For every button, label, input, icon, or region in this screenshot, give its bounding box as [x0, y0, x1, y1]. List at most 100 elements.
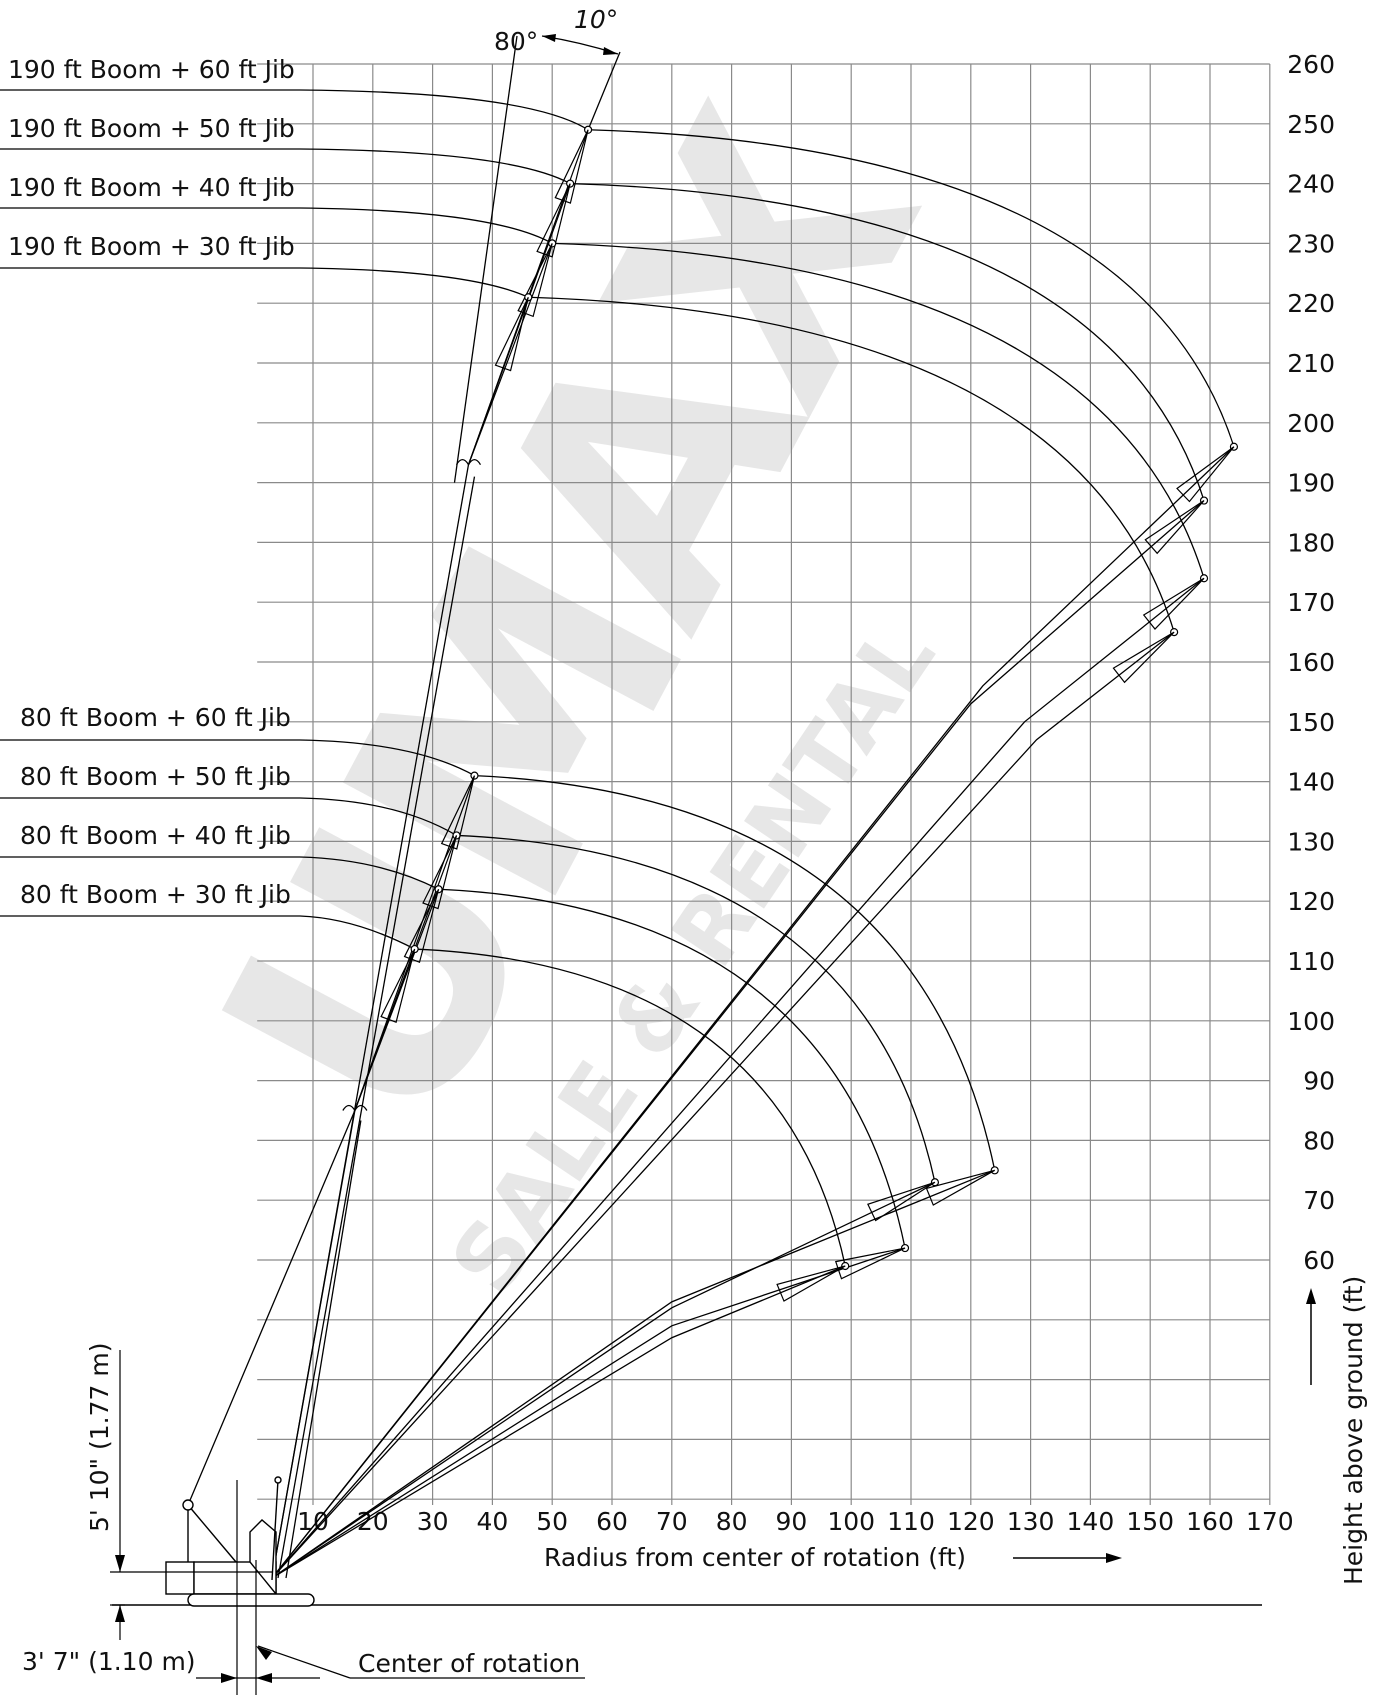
boom-190-upright-lower [277, 476, 476, 1579]
angle-annotation: 80° 10° [494, 5, 618, 56]
x-tick-150: 150 [1126, 1507, 1174, 1536]
dim-arrow-up [115, 1555, 125, 1572]
jib-lines [354, 125, 1239, 1302]
y-tick-80: 80 [1303, 1126, 1335, 1155]
mast-post [271, 1479, 279, 1581]
lowered-boom-4 [271, 1169, 995, 1579]
leader-3 [0, 267, 529, 298]
x-tick-120: 120 [947, 1507, 995, 1536]
center-of-rotation-label: Center of rotation [358, 1649, 580, 1678]
y-tick-110: 110 [1287, 947, 1335, 976]
leader-2 [0, 207, 553, 244]
leader-1 [0, 148, 571, 185]
lowered-boom-5 [271, 1181, 936, 1579]
lowered-jib-3 [1112, 631, 1175, 684]
a-frame-sheave [182, 1499, 194, 1511]
y-tick-210: 210 [1287, 349, 1335, 378]
y-tick-230: 230 [1287, 229, 1335, 258]
y-tick-140: 140 [1287, 768, 1335, 797]
y-tick-60: 60 [1303, 1246, 1335, 1275]
upright-jib-tri-2 [517, 243, 553, 318]
x-tick-130: 130 [1007, 1507, 1055, 1536]
boom-80-upright-lower [285, 1120, 362, 1579]
angle-ref-80 [453, 35, 518, 483]
x-tick-170: 170 [1246, 1507, 1294, 1536]
arc-1 [570, 182, 1205, 501]
dim-height-label: 5' 10" (1.77 m) [85, 1343, 114, 1532]
dim-offset-label: 3' 7" (1.10 m) [22, 1647, 196, 1676]
leader-7 [0, 915, 415, 950]
leader-0 [0, 89, 589, 131]
y-tick-220: 220 [1287, 289, 1335, 318]
lowered-jib-2 [1142, 577, 1205, 630]
arc-2 [552, 242, 1205, 579]
y-tick-160: 160 [1287, 648, 1335, 677]
label-190-30: 190 ft Boom + 30 ft Jib [8, 232, 295, 261]
upright-jib-tri-4 [440, 775, 476, 850]
upright-jib-tri-1 [536, 183, 571, 258]
y-tick-240: 240 [1287, 170, 1335, 199]
upright-jib-7 [354, 948, 416, 1111]
x-tick-100: 100 [827, 1507, 875, 1536]
a-frame-brace [187, 1504, 237, 1563]
x-tick-140: 140 [1067, 1507, 1115, 1536]
arc-0 [588, 129, 1235, 447]
grid [257, 63, 1271, 1505]
leader-6 [0, 856, 439, 890]
y-tick-100: 100 [1287, 1007, 1335, 1036]
x-tick-70: 70 [656, 1507, 688, 1536]
y-tick-180: 180 [1287, 528, 1335, 557]
dim-arrow-center [256, 1646, 272, 1660]
lowered-boom-7 [271, 1265, 846, 1579]
x-tick-60: 60 [596, 1507, 628, 1536]
lowered-jib-7 [776, 1265, 846, 1302]
label-190-50: 190 ft Boom + 50 ft Jib [8, 114, 295, 143]
label-80-60: 80 ft Boom + 60 ft Jib [20, 703, 291, 732]
cab [249, 1519, 277, 1596]
lowered-jib-1 [1144, 500, 1205, 555]
boom-80-upright [271, 1110, 356, 1579]
y-tick-200: 200 [1287, 409, 1335, 438]
mast-sheave [274, 1476, 282, 1484]
lowered-jib-0 [1176, 446, 1235, 503]
y-axis-arrow [1306, 1288, 1316, 1385]
counterweight [165, 1561, 195, 1595]
angle-80-label: 80° [494, 27, 538, 56]
lowered-boom-2 [271, 577, 1205, 1579]
lowered-jib-4 [925, 1169, 996, 1206]
x-tick-30: 30 [417, 1507, 449, 1536]
x-tick-50: 50 [536, 1507, 568, 1536]
y-tick-120: 120 [1287, 887, 1335, 916]
angle-ref-10 [587, 51, 621, 131]
y-tick-190: 190 [1287, 469, 1335, 498]
x-tick-90: 90 [775, 1507, 807, 1536]
lowered-boom-1 [271, 500, 1205, 1579]
x-tick-40: 40 [476, 1507, 508, 1536]
y-tick-130: 130 [1287, 827, 1335, 856]
dim-arrow-down [115, 1605, 125, 1622]
angle-arrow-right [603, 47, 618, 55]
arc-3 [528, 296, 1175, 633]
y-tick-250: 250 [1287, 110, 1335, 139]
y-tick-labels: 60 70 80 90 100 110 120 130 140 150 160 170 180 190 20… [1287, 50, 1335, 1275]
y-tick-70: 70 [1303, 1186, 1335, 1215]
label-80-50: 80 ft Boom + 50 ft Jib [20, 762, 291, 791]
angle-arrow-left [542, 34, 556, 42]
arc-6 [438, 888, 906, 1249]
crawler-track [187, 1593, 315, 1607]
angle-10-label: 10° [574, 5, 618, 34]
y-tick-90: 90 [1303, 1067, 1335, 1096]
y-tick-150: 150 [1287, 708, 1335, 737]
upright-jib-4 [354, 775, 476, 1111]
y-axis-label: Height above ground (ft) [1339, 1276, 1368, 1585]
lowered-boom-3 [271, 631, 1175, 1579]
x-tick-labels: 10 20 30 40 50 60 70 80 90 100 110 120 130 140 150 160 1… [297, 1507, 1294, 1536]
upright-jib-2 [467, 243, 553, 465]
y-tick-170: 170 [1287, 588, 1335, 617]
x-tick-110: 110 [887, 1507, 935, 1536]
x-tick-160: 160 [1186, 1507, 1234, 1536]
pendant-line [187, 1110, 356, 1506]
label-190-60: 190 ft Boom + 60 ft Jib [8, 55, 295, 84]
upright-jib-tri-0 [554, 129, 589, 204]
